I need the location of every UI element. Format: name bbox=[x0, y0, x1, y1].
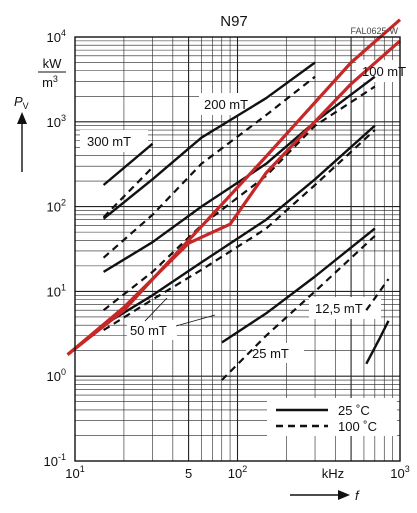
label-background bbox=[267, 398, 397, 436]
curve-label: 100 mT bbox=[362, 64, 406, 79]
curve-dashed bbox=[102, 85, 376, 312]
y-axis-symbol: PV bbox=[14, 94, 29, 111]
label-background bbox=[356, 60, 400, 82]
tick-exponent: 1 bbox=[61, 282, 66, 292]
tick-exponent: 2 bbox=[242, 464, 247, 474]
tick-base: 10 bbox=[47, 284, 61, 299]
curve-label: 50 mT bbox=[130, 323, 167, 338]
label-background bbox=[199, 93, 271, 115]
x-unit-label: kHz bbox=[322, 466, 344, 481]
tick-exponent: -1 bbox=[58, 452, 66, 462]
curve-solid bbox=[102, 142, 154, 186]
y-unit-numerator: kW bbox=[43, 56, 63, 71]
curve-dashed bbox=[103, 129, 376, 332]
y-unit-den-base: m bbox=[42, 75, 53, 90]
y-tick-label: 10-1 bbox=[44, 452, 66, 469]
curve-label: 300 mT bbox=[87, 134, 131, 149]
y-unit-den-exp: 3 bbox=[53, 74, 58, 84]
label-leader bbox=[144, 297, 168, 322]
overlay-red-line bbox=[66, 18, 402, 356]
label-background bbox=[246, 343, 304, 363]
x-tick-label: 101 bbox=[65, 464, 84, 481]
curve-solid bbox=[221, 227, 376, 344]
y-symbol: P bbox=[14, 94, 23, 109]
y-tick-label: 103 bbox=[47, 113, 66, 130]
curve-dashed bbox=[102, 166, 154, 218]
curve-solid bbox=[102, 61, 316, 220]
curve-label: 25 mT bbox=[252, 346, 289, 361]
x-tick-label: 102 bbox=[228, 464, 247, 481]
y-tick-label: 101 bbox=[47, 282, 66, 299]
label-background bbox=[80, 130, 148, 152]
x-tick-label: 103 bbox=[390, 464, 409, 481]
chart-code: FAL0625-W bbox=[350, 26, 398, 36]
y-tick-label: 100 bbox=[47, 367, 66, 384]
chart-title: N97 bbox=[220, 13, 248, 30]
tick-exponent: 2 bbox=[61, 198, 66, 208]
overlay-red-line bbox=[66, 39, 402, 356]
tick-base: 10 bbox=[228, 466, 242, 481]
tick-exponent: 1 bbox=[80, 464, 85, 474]
y-unit-denominator: m3 bbox=[42, 74, 58, 90]
curve-solid bbox=[365, 320, 390, 365]
x-axis-symbol: f bbox=[355, 488, 360, 503]
label-background bbox=[127, 320, 177, 340]
curve-solid bbox=[102, 75, 376, 273]
tick-base: 10 bbox=[47, 30, 61, 45]
tick-exponent: 4 bbox=[61, 28, 66, 38]
y-axis-arrow-head bbox=[17, 112, 27, 124]
tick-exponent: 0 bbox=[61, 367, 66, 377]
x-axis-arrow-head bbox=[338, 490, 350, 500]
tick-exponent: 3 bbox=[405, 464, 410, 474]
tick-base: 10 bbox=[47, 369, 61, 384]
tick-base: 10 bbox=[65, 466, 79, 481]
curve-dashed bbox=[102, 75, 316, 259]
legend-label: 25 ˚C bbox=[338, 403, 370, 418]
tick-base: 10 bbox=[390, 466, 404, 481]
tick-exponent: 3 bbox=[61, 113, 66, 123]
tick-base: 10 bbox=[47, 115, 61, 130]
y-tick-label: 102 bbox=[47, 198, 66, 215]
label-background bbox=[309, 297, 381, 319]
curve-labels: 300 mT 200 mT 100 mT 50 mT 25 mT 12,5 mT bbox=[87, 64, 406, 361]
y-tick-label: 104 bbox=[47, 28, 66, 45]
curve-dashed bbox=[221, 235, 376, 381]
tick-base: 10 bbox=[47, 200, 61, 215]
curve-label: 200 mT bbox=[204, 97, 248, 112]
curve-label: 12,5 mT bbox=[315, 301, 363, 316]
curves bbox=[66, 18, 402, 436]
y-symbol-subscript: V bbox=[23, 101, 29, 111]
legend-label: 100 ˚C bbox=[338, 419, 377, 434]
curve-solid bbox=[102, 124, 376, 327]
label-leader bbox=[175, 314, 216, 327]
x-tick-label: 5 bbox=[185, 466, 192, 481]
plot-frame bbox=[74, 36, 401, 462]
tick-base: 10 bbox=[44, 454, 58, 469]
